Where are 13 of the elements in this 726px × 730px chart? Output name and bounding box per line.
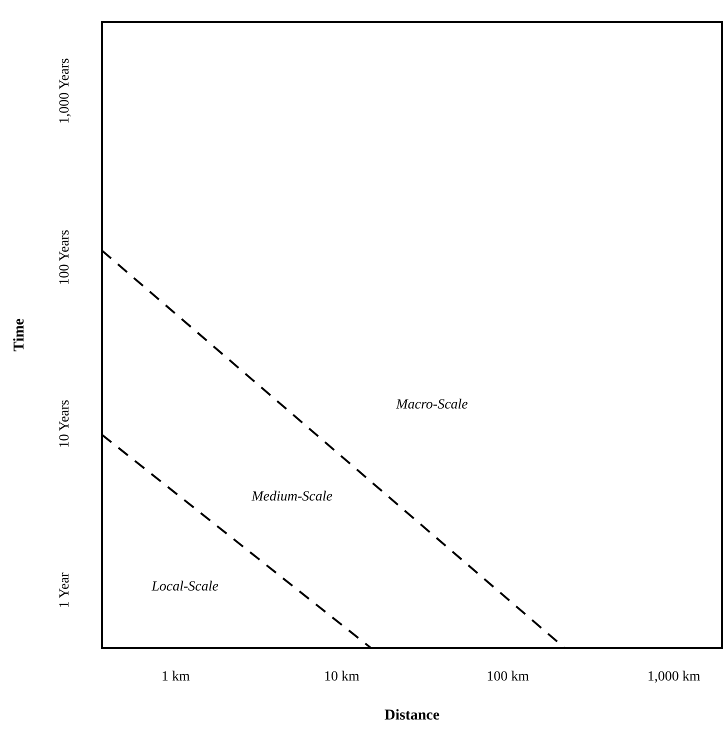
annotation: Local-Scale: [150, 580, 218, 594]
x-tick-label: 1,000 km: [647, 670, 700, 684]
x-axis-title: Distance: [384, 708, 440, 724]
annotation: Macro-Scale: [395, 398, 468, 412]
x-tick-label: 10 km: [324, 670, 360, 684]
y-axis-title: Time: [12, 318, 28, 352]
x-tick-label: 100 km: [486, 670, 530, 684]
y-tick-label: 10 Years: [58, 400, 72, 448]
annotation: Medium-Scale: [250, 490, 332, 504]
y-tick-label: 100 Years: [58, 230, 72, 286]
y-tick-label: 1 Year: [58, 572, 72, 608]
y-tick-label: 1,000 Years: [58, 58, 72, 124]
x-tick-label: 1 km: [161, 670, 190, 684]
